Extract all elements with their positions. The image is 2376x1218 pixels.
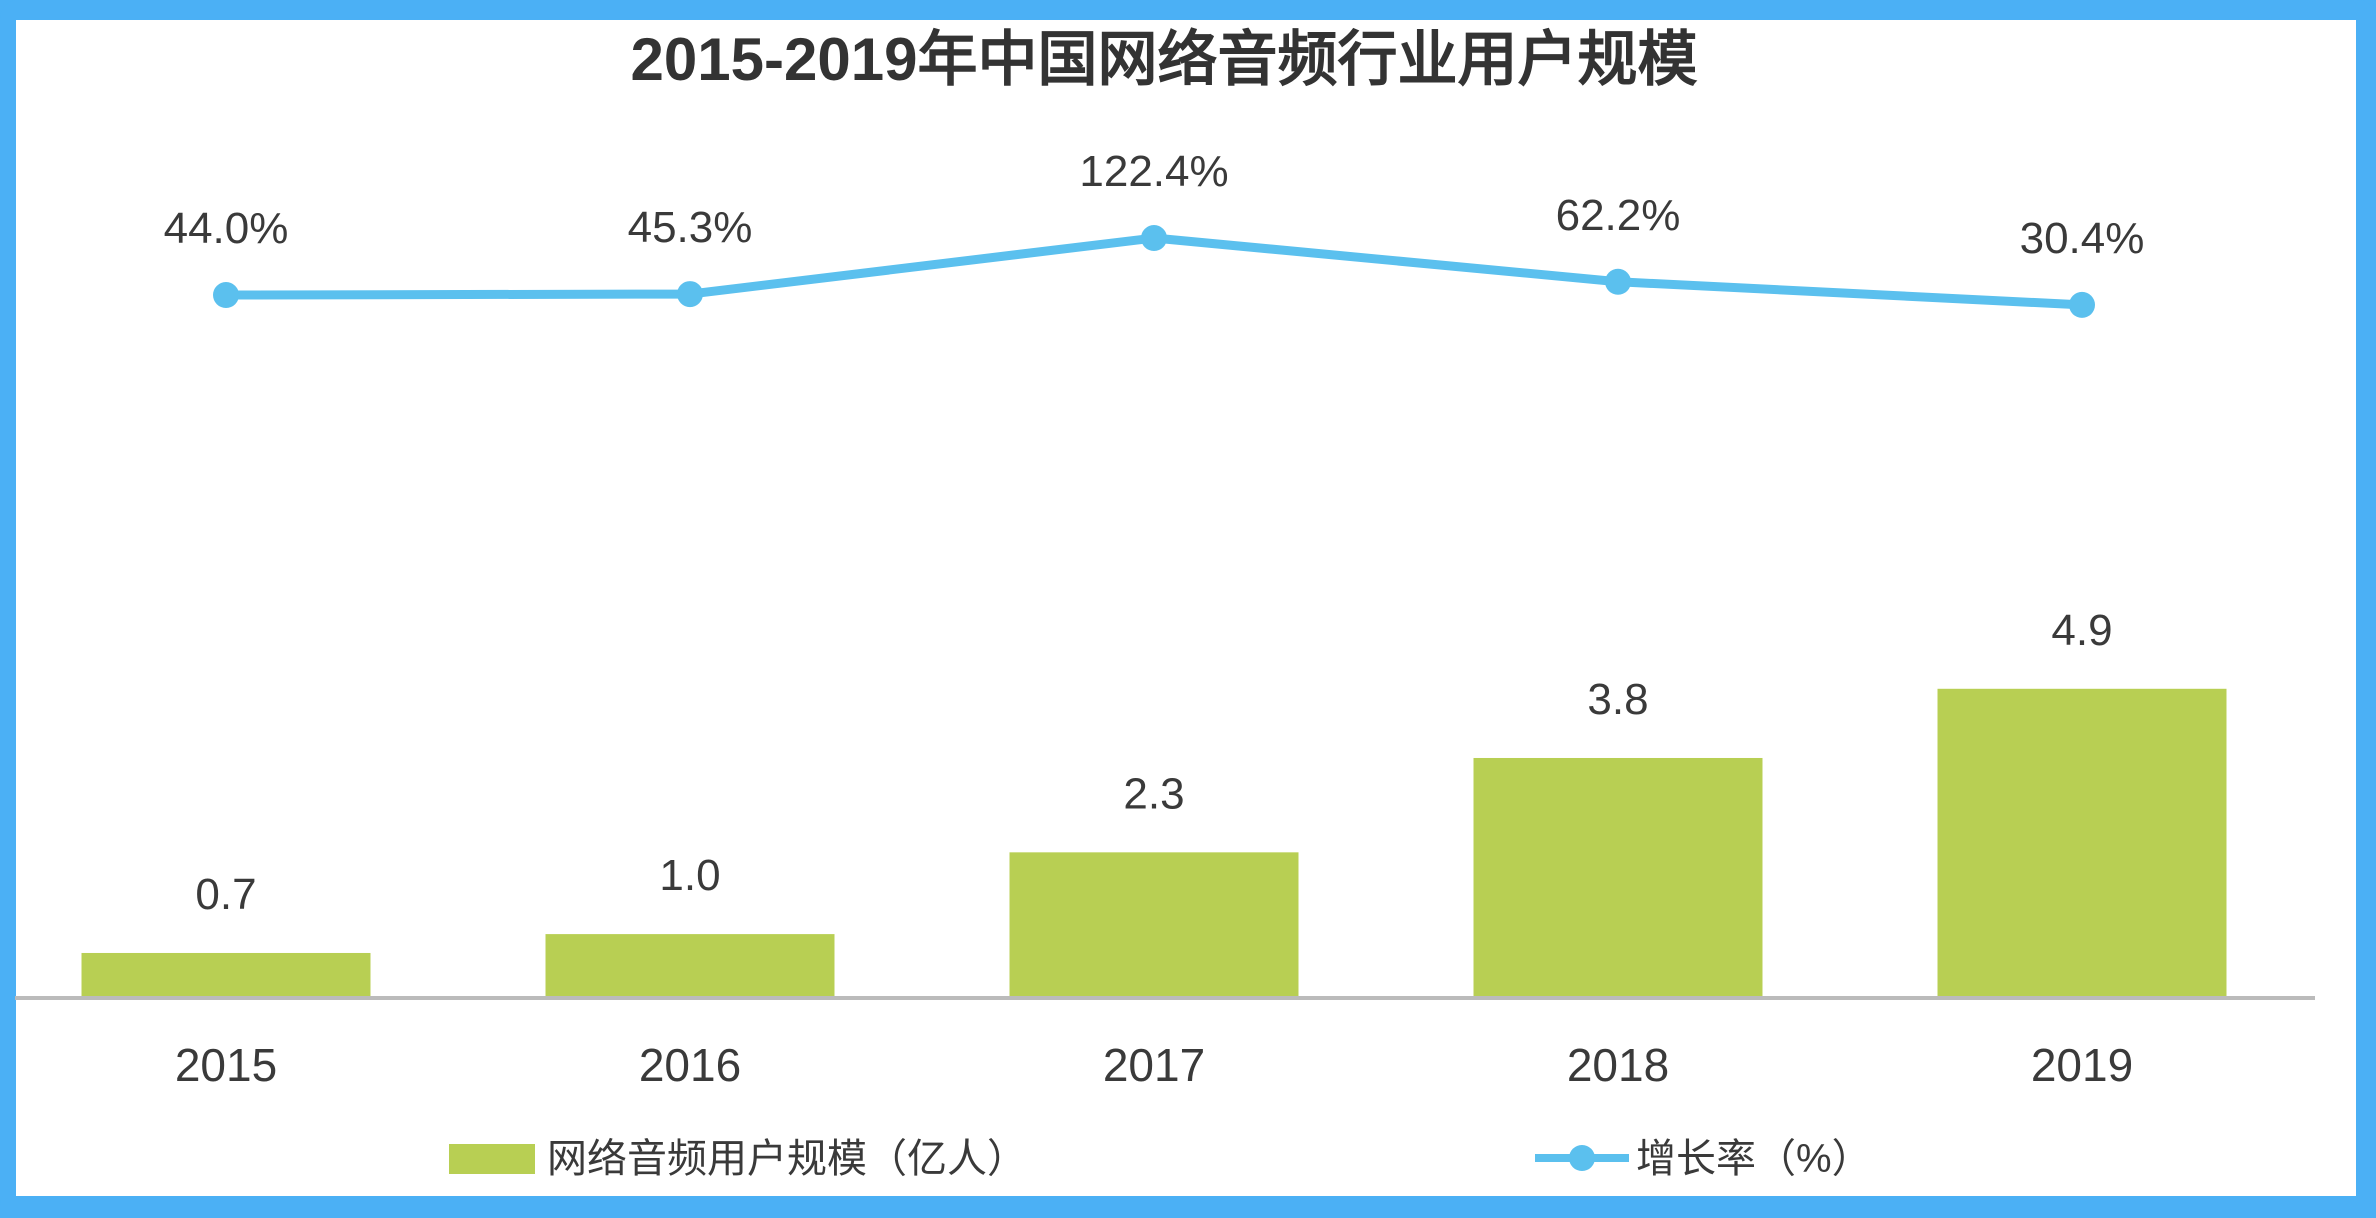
- bar-value-label: 2.3: [1123, 769, 1184, 818]
- bar-series: 0.7 1.0 2.3 3.8 4.9: [81, 606, 2227, 997]
- x-tick-label: 2017: [1103, 1039, 1205, 1091]
- growth-rate-point-2019: [2069, 291, 2095, 318]
- x-tick-label: 2018: [1567, 1039, 1669, 1091]
- legend-bar-swatch: [449, 1144, 535, 1174]
- bar-2016: [545, 934, 835, 997]
- growth-rate-label: 44.0%: [164, 204, 289, 253]
- legend-line-marker: [1569, 1145, 1595, 1171]
- bar-value-label: 0.7: [195, 870, 256, 919]
- growth-rate-label: 45.3%: [628, 203, 753, 252]
- growth-rate-point-2016: [677, 281, 703, 308]
- x-tick-label: 2016: [639, 1039, 741, 1091]
- bar-value-label: 4.9: [2051, 606, 2112, 655]
- bar-2019: [1937, 688, 2227, 997]
- legend-bar-label: 网络音频用户规模（亿人）: [547, 1137, 1027, 1181]
- legend-line-label: 增长率（%）: [1636, 1137, 1872, 1181]
- bar-2017: [1009, 852, 1299, 997]
- bar-value-label: 3.8: [1587, 675, 1648, 724]
- legend: 网络音频用户规模（亿人） 增长率（%）: [449, 1137, 1872, 1181]
- x-tick-label: 2019: [2031, 1039, 2133, 1091]
- growth-rate-point-2017: [1141, 225, 1167, 252]
- x-tick-labels: 2015 2016 2017 2018 2019: [175, 1039, 2133, 1091]
- growth-rate-label: 30.4%: [2020, 214, 2145, 263]
- growth-rate-point-2018: [1605, 268, 1631, 295]
- bar-2015: [81, 952, 371, 997]
- x-tick-label: 2015: [175, 1039, 277, 1091]
- growth-rate-point-2015: [213, 282, 239, 309]
- line-series: 44.0% 45.3% 122.4% 62.2% 30.4%: [164, 147, 2145, 318]
- growth-rate-label: 122.4%: [1079, 147, 1228, 196]
- bar-value-label: 1.0: [659, 851, 720, 900]
- growth-rate-label: 62.2%: [1556, 191, 1681, 240]
- chart-title: 2015-2019年中国网络音频行业用户规模: [631, 26, 1698, 93]
- bar-2018: [1473, 757, 1763, 997]
